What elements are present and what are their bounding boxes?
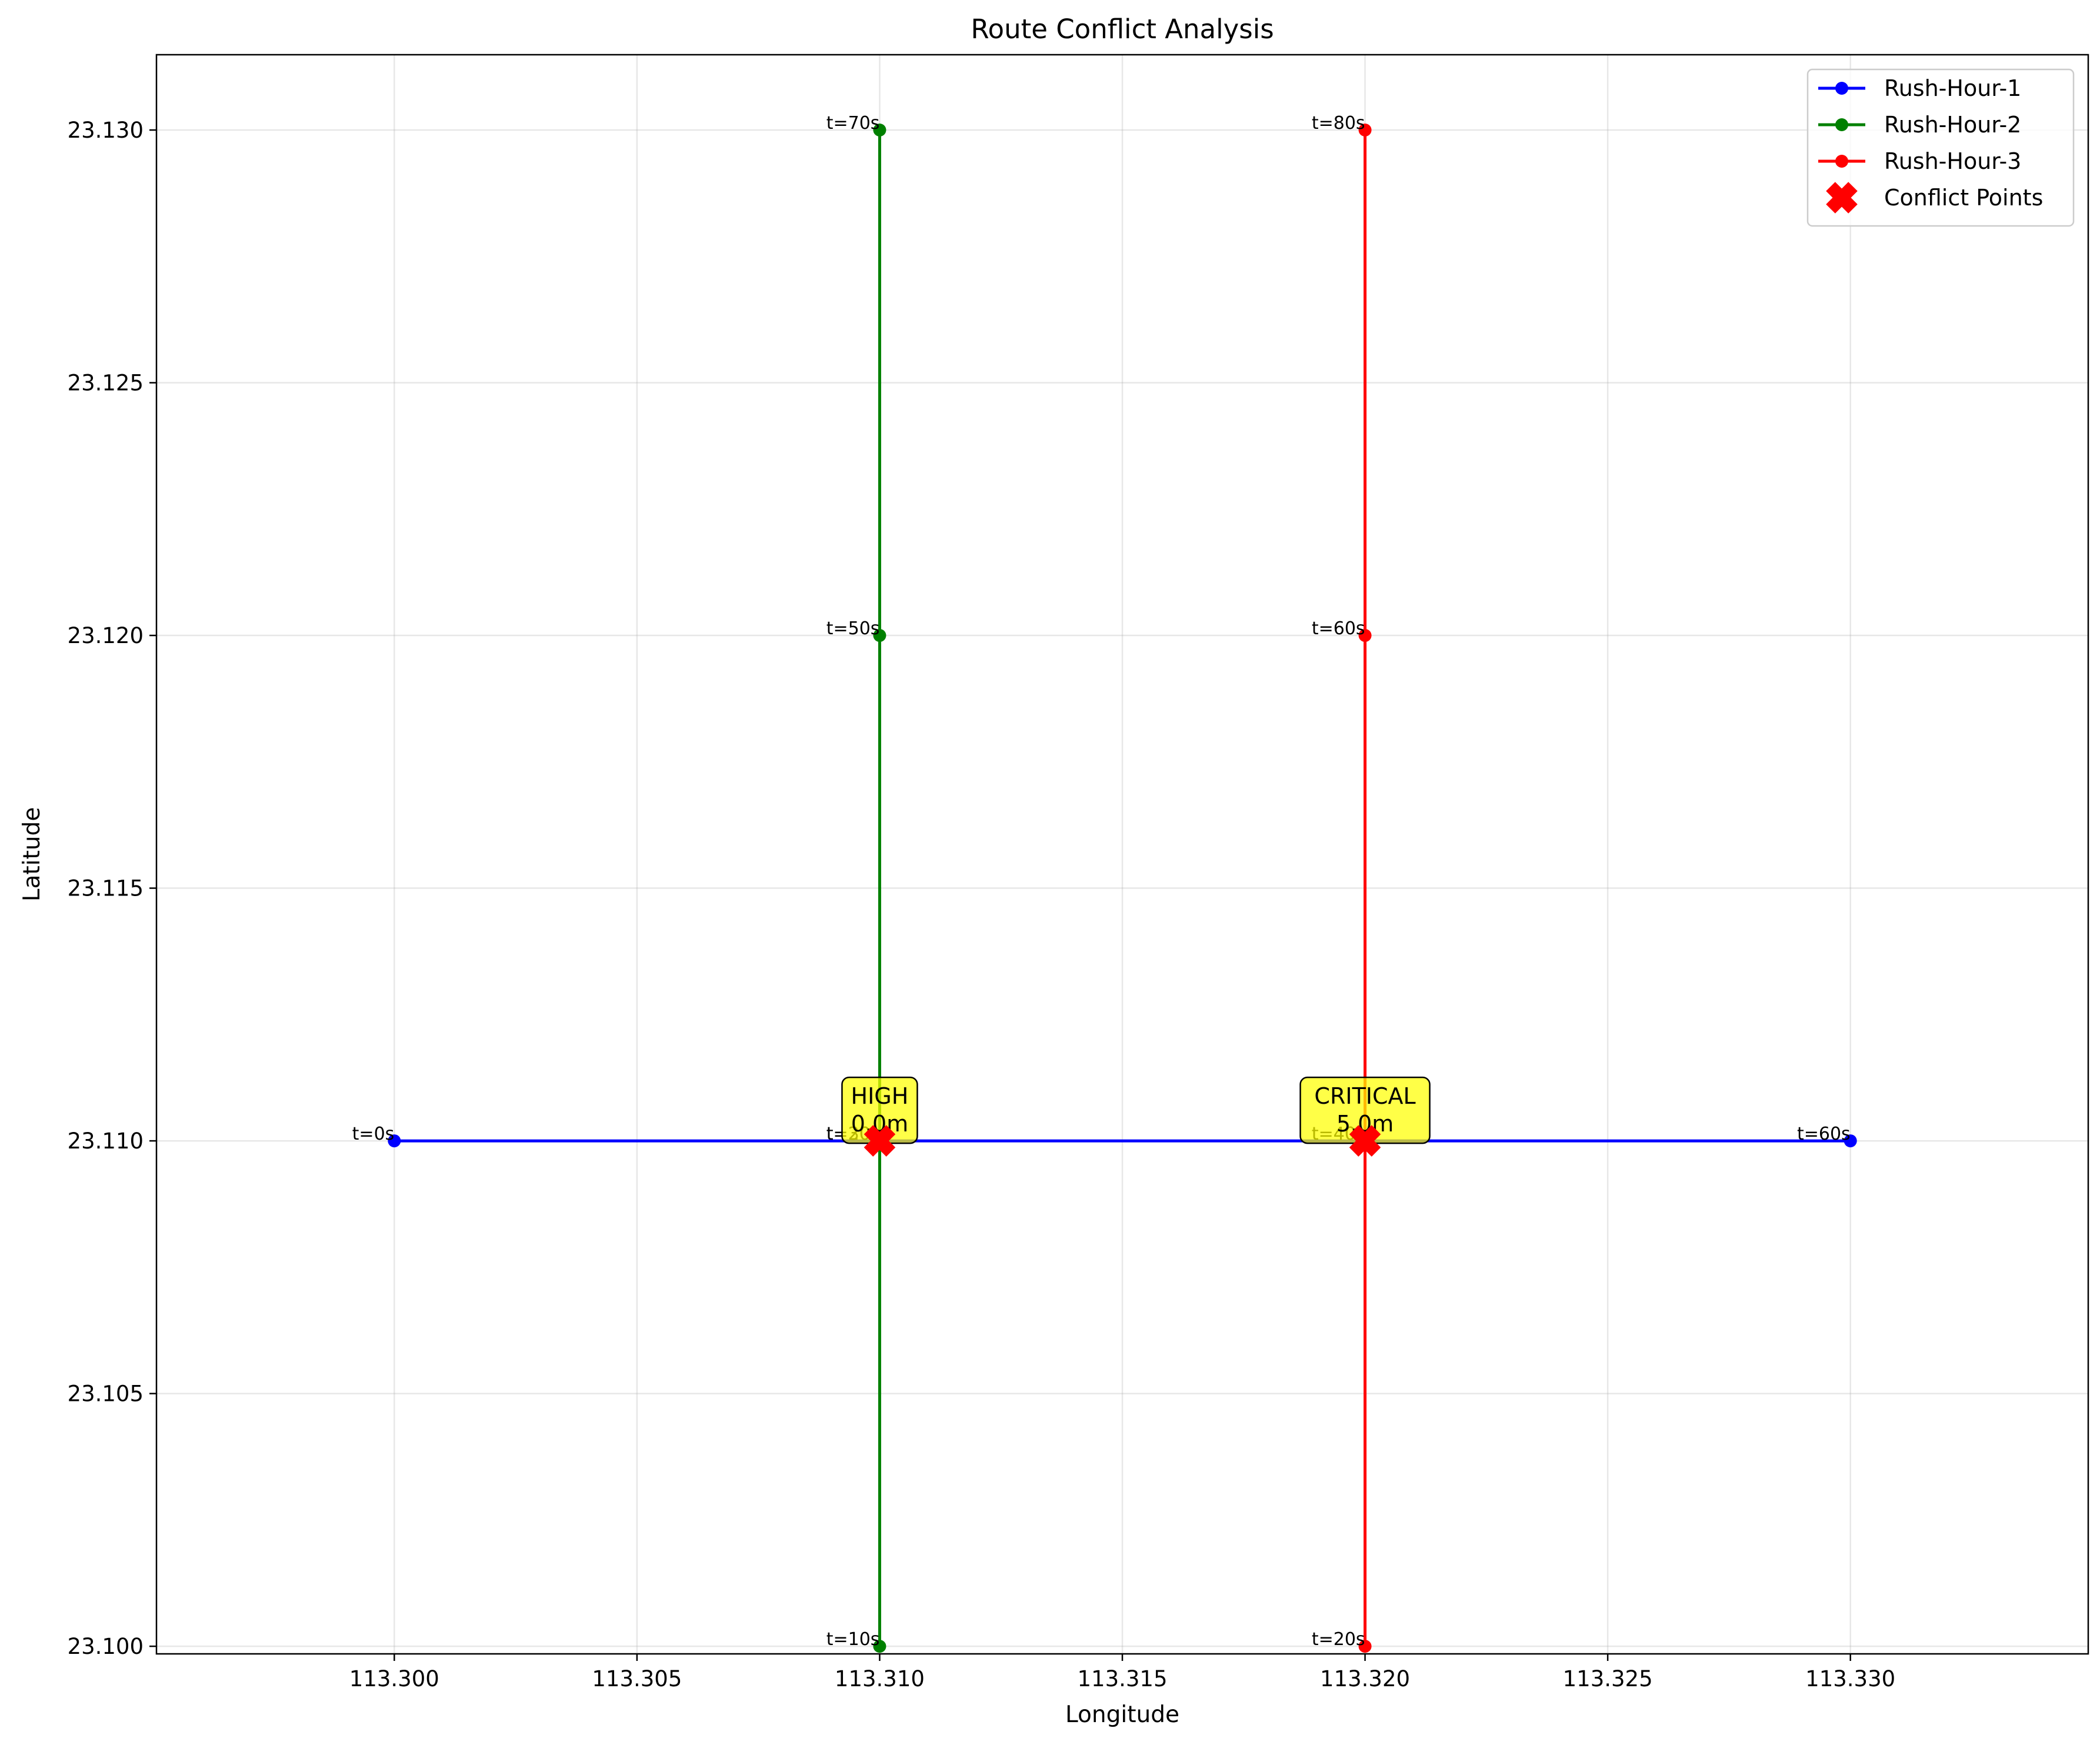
conflict-severity-label: CRITICAL — [1314, 1083, 1415, 1109]
chart-title: Route Conflict Analysis — [971, 14, 1274, 45]
y-tick-label: 23.130 — [68, 118, 144, 143]
x-tick-label: 113.325 — [1563, 1666, 1653, 1692]
conflict-marker — [864, 1125, 896, 1157]
conflict-severity-label: HIGH — [851, 1083, 909, 1109]
legend-label-1: Rush-Hour-1 — [1884, 75, 2021, 101]
legend-label-2: Rush-Hour-2 — [1884, 112, 2021, 138]
conflict-marker — [1349, 1125, 1381, 1157]
y-tick-label: 23.105 — [68, 1381, 144, 1407]
axis-ticks: 113.300 113.305 113.310 113.315 113.320 113.3… — [68, 118, 1896, 1692]
time-label: t=70s — [826, 113, 880, 134]
x-tick-label: 113.305 — [592, 1666, 682, 1692]
time-label: t=50s — [826, 618, 880, 639]
series-1-marker — [388, 1134, 401, 1148]
x-tick-label: 113.320 — [1320, 1666, 1410, 1692]
time-label: t=60s — [1312, 618, 1365, 639]
x-tick-label: 113.300 — [349, 1666, 439, 1692]
time-label: t=80s — [1312, 113, 1365, 134]
series-3-marker — [1358, 1640, 1372, 1653]
legend-marker-2 — [1835, 118, 1848, 131]
time-label: t=60s — [1797, 1124, 1851, 1144]
legend-marker-conflict — [1826, 182, 1858, 214]
time-label: t=20s — [1312, 1629, 1365, 1650]
time-label: t=10s — [826, 1629, 880, 1650]
x-tick-label: 113.330 — [1805, 1666, 1895, 1692]
y-axis-label: Latitude — [19, 807, 45, 902]
y-tick-label: 23.125 — [68, 371, 144, 396]
series-1-marker — [1844, 1134, 1857, 1148]
legend-marker-3 — [1835, 155, 1848, 168]
x-tick-label: 113.310 — [835, 1666, 925, 1692]
y-tick-label: 23.115 — [68, 876, 144, 901]
series-2-marker — [873, 629, 886, 642]
y-tick-label: 23.110 — [68, 1128, 144, 1154]
x-axis-label: Longitude — [1065, 1702, 1179, 1728]
y-tick-label: 23.120 — [68, 623, 144, 648]
legend: Rush-Hour-1 Rush-Hour-2 Rush-Hour-3 Conflic… — [1806, 68, 2075, 227]
y-tick-label: 23.100 — [68, 1634, 144, 1659]
legend-label-3: Rush-Hour-3 — [1884, 148, 2021, 174]
series-2-marker — [873, 1640, 886, 1653]
x-tick-label: 113.315 — [1077, 1666, 1167, 1692]
time-label: t=0s — [352, 1124, 395, 1144]
legend-box — [1806, 68, 2075, 227]
legend-label-conflict: Conflict Points — [1884, 185, 2043, 211]
series-3-marker — [1358, 629, 1372, 642]
series-2-marker — [873, 123, 886, 136]
series-3-marker — [1358, 123, 1372, 136]
legend-marker-1 — [1835, 82, 1848, 95]
